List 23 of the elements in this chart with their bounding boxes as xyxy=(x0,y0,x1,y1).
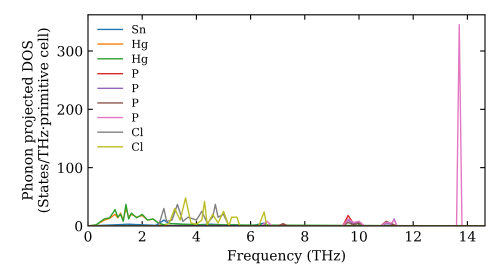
x-tick-label: 8 xyxy=(301,231,308,242)
legend-label: Hg xyxy=(132,54,148,66)
y-tick-label: 0 xyxy=(75,220,82,232)
x-tick-label: 10 xyxy=(352,231,367,242)
y-tick-label: 100 xyxy=(58,162,82,174)
legend-label: Sn xyxy=(132,25,146,34)
y-axis-title: Phonon projected DOS (States/THz·primitive cell) xyxy=(22,28,52,212)
legend-label: P xyxy=(132,84,138,92)
x-tick-label: 2 xyxy=(138,231,146,242)
y-tick-label: 300 xyxy=(58,46,82,56)
x-tick-label: 4 xyxy=(192,231,200,242)
legend-label: Cl xyxy=(132,142,144,151)
y-tick-label: 200 xyxy=(58,104,82,115)
x-tick-label: 14 xyxy=(460,231,476,242)
legend-label: P xyxy=(132,98,138,107)
legend-label: Hg xyxy=(132,40,148,50)
legend-label: P xyxy=(132,69,138,78)
x-tick-label: 0 xyxy=(84,231,92,242)
x-tick-label: 12 xyxy=(406,231,421,242)
legend-label: Cl xyxy=(132,128,144,136)
x-axis-title: Frequency (THz) xyxy=(228,250,345,264)
legend-label: P xyxy=(132,113,138,122)
x-tick-label: 6 xyxy=(247,231,254,242)
